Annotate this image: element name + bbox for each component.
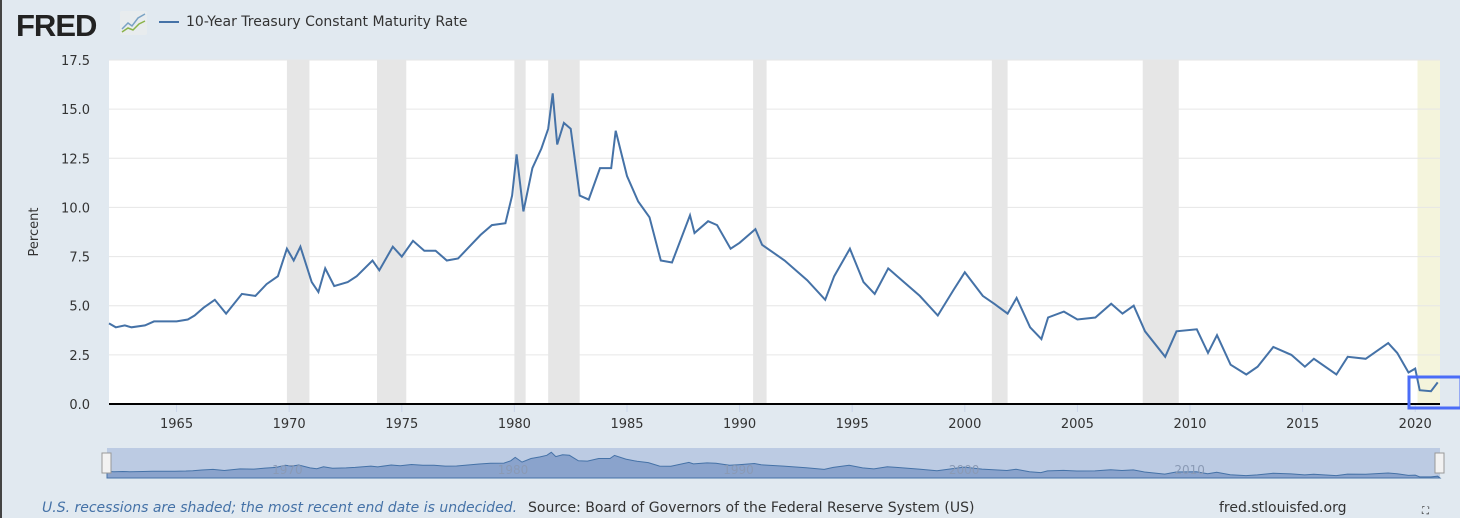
y-tick-label: 5.0	[69, 300, 90, 315]
x-tick-label: 1970	[273, 417, 306, 432]
y-tick-label: 0.0	[69, 398, 90, 413]
x-tick-label: 1965	[160, 417, 193, 432]
y-axis-label: Percent	[27, 208, 42, 257]
recession-band	[514, 60, 526, 404]
navigator-left-handle[interactable]	[101, 452, 112, 474]
y-tick-label: 7.5	[69, 251, 90, 266]
y-tick-label: 10.0	[61, 201, 90, 216]
fred-logo[interactable]: FRED	[16, 8, 97, 43]
navigator-series	[106, 451, 1442, 479]
x-tick-label: 1985	[610, 417, 643, 432]
recession-band	[548, 60, 580, 404]
recession-band	[1417, 60, 1440, 404]
navigator-tick-label: 1980	[498, 463, 529, 477]
navigator-tick-label: 2000	[949, 463, 980, 477]
chart-logo-icon	[120, 11, 147, 35]
legend-swatch	[159, 21, 179, 23]
navigator[interactable]: 1970 1980 1990 2000 2010	[101, 448, 1445, 479]
site-link[interactable]: fred.stlouisfed.org	[1219, 500, 1347, 516]
series-line	[108, 93, 1439, 393]
navigator-right-handle[interactable]	[1434, 452, 1445, 474]
y-tick-label: 17.5	[61, 54, 90, 69]
recession-band	[1142, 60, 1179, 404]
legend-item[interactable]: 10-Year Treasury Constant Maturity Rate	[159, 14, 467, 30]
source-text: Source: Board of Governors of the Federa…	[528, 500, 975, 516]
x-tick-label: 1990	[723, 417, 756, 432]
highlight-box	[1407, 375, 1460, 410]
recession-band	[753, 60, 767, 404]
navigator-tick-label: 1990	[723, 463, 754, 477]
recession-band	[377, 60, 407, 404]
recession-band	[286, 60, 310, 404]
x-tick-label: 1975	[385, 417, 418, 432]
plot-area	[109, 60, 1440, 404]
line-chart: 0.0 2.5 5.0 7.5 10.0 12.5 15.0 17.5 1965 1970 1975…	[27, 54, 1460, 479]
y-tick-label: 2.5	[69, 349, 90, 364]
recession-band	[991, 60, 1008, 404]
x-tick-label: 1995	[836, 417, 869, 432]
fullscreen-icon[interactable]: ⛶	[1422, 506, 1429, 517]
x-tick-label: 2015	[1286, 417, 1319, 432]
legend-label: 10-Year Treasury Constant Maturity Rate	[186, 14, 468, 30]
x-tick-label: 2000	[948, 417, 981, 432]
x-tick-label: 2005	[1061, 417, 1094, 432]
y-tick-label: 15.0	[61, 103, 90, 118]
x-tick-label: 2020	[1399, 417, 1432, 432]
recession-note: U.S. recessions are shaded; the most rec…	[42, 500, 518, 516]
y-tick-label: 12.5	[61, 152, 90, 167]
navigator-tick-label: 2010	[1174, 463, 1205, 477]
navigator-tick-label: 1970	[272, 463, 303, 477]
x-tick-label: 2010	[1173, 417, 1206, 432]
x-tick-label: 1980	[498, 417, 531, 432]
